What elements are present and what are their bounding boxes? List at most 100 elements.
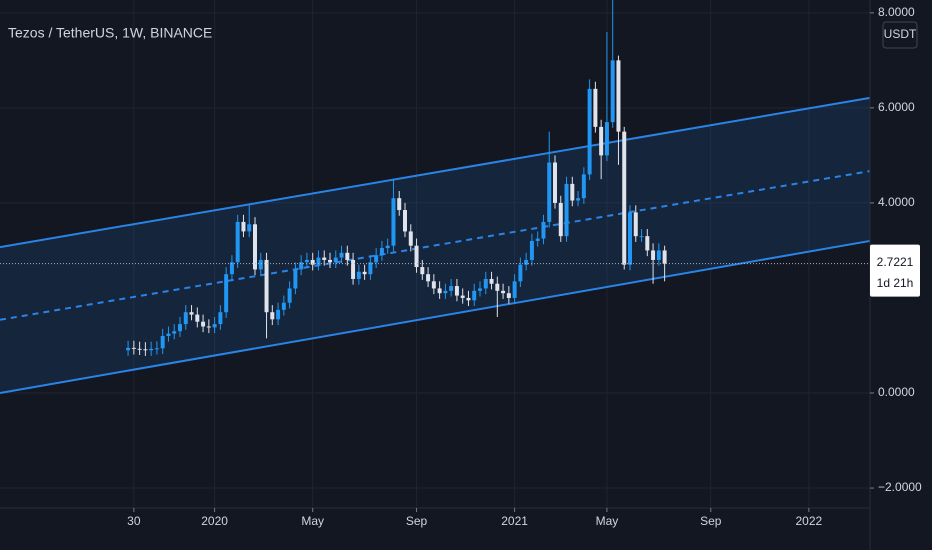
candle-body bbox=[460, 295, 465, 298]
candle-body bbox=[224, 274, 229, 313]
candle-body bbox=[328, 259, 332, 263]
candle-body bbox=[299, 262, 304, 270]
candle-body bbox=[639, 236, 644, 238]
candle-body bbox=[437, 288, 442, 294]
channel bbox=[0, 96, 871, 394]
candle-body bbox=[362, 271, 367, 275]
channel-line bbox=[0, 96, 871, 249]
candle-body bbox=[293, 269, 298, 289]
candle-body bbox=[143, 349, 148, 351]
candle-body bbox=[547, 162, 552, 222]
y-tick-label: −2.0000 bbox=[878, 480, 922, 494]
candle-body bbox=[160, 335, 165, 349]
candle-body bbox=[149, 348, 154, 351]
candle-body bbox=[408, 231, 413, 246]
candle-body bbox=[154, 348, 159, 350]
candle-body bbox=[276, 309, 281, 320]
candle-body bbox=[333, 257, 338, 263]
chart-title: Tezos / TetherUS, 1W, BINANCE bbox=[8, 25, 212, 41]
candle-body bbox=[183, 312, 188, 325]
candle-body bbox=[610, 60, 615, 123]
x-tick-label: 30 bbox=[127, 514, 141, 528]
candle-body bbox=[593, 88, 598, 127]
y-tick-label: 0.0000 bbox=[878, 385, 915, 399]
candle-body bbox=[489, 278, 494, 284]
candle-body bbox=[478, 288, 482, 291]
candle-body bbox=[420, 267, 425, 275]
candle-body bbox=[443, 290, 448, 294]
candle-body bbox=[587, 88, 592, 175]
candle-body bbox=[304, 259, 309, 263]
candle-body bbox=[426, 274, 431, 282]
candle-body bbox=[247, 224, 252, 232]
candle-body bbox=[570, 183, 575, 201]
currency-button[interactable] bbox=[882, 21, 918, 49]
candle-body bbox=[287, 288, 292, 303]
candle-body bbox=[339, 252, 344, 258]
y-tick-label: 4.0000 bbox=[878, 195, 915, 209]
candle-body bbox=[241, 221, 246, 232]
candle-body bbox=[345, 252, 350, 260]
candle-body bbox=[541, 221, 546, 239]
candle-body bbox=[512, 281, 517, 298]
x-tick-label: May bbox=[596, 514, 619, 528]
channel-median bbox=[0, 170, 871, 321]
grid bbox=[0, 0, 870, 508]
candle-body bbox=[322, 257, 327, 260]
candle-body bbox=[564, 183, 569, 237]
candle-body bbox=[374, 255, 379, 263]
candle-body bbox=[229, 262, 234, 275]
last-price-label: 2.7221 bbox=[877, 255, 914, 269]
candle-body bbox=[391, 198, 396, 246]
candle-body bbox=[218, 312, 223, 325]
candle-body bbox=[356, 271, 361, 279]
candle-body bbox=[656, 250, 661, 260]
candle-body bbox=[604, 122, 609, 156]
candle-body bbox=[212, 324, 217, 328]
candle-body bbox=[178, 324, 182, 332]
candle-body bbox=[524, 259, 529, 265]
candles bbox=[126, 0, 667, 356]
candle-body bbox=[506, 293, 511, 298]
x-tick-label: Sep bbox=[406, 514, 428, 528]
candle-body bbox=[351, 259, 356, 279]
candle-body bbox=[616, 60, 621, 132]
candle-body bbox=[195, 314, 200, 322]
x-tick-label: 2022 bbox=[795, 514, 822, 528]
x-tick-label: May bbox=[301, 514, 324, 528]
candle-body bbox=[529, 240, 534, 260]
candle-body bbox=[599, 126, 604, 156]
candle-body bbox=[622, 131, 627, 265]
candle-body bbox=[633, 212, 638, 237]
candle-body bbox=[385, 245, 390, 249]
candle-body bbox=[368, 262, 373, 275]
countdown-label: 1d 21h bbox=[877, 276, 914, 290]
currency-label[interactable]: USDT bbox=[884, 27, 917, 41]
candle-body bbox=[449, 286, 454, 291]
candle-body bbox=[454, 286, 459, 296]
candle-body bbox=[264, 259, 269, 313]
candle-body bbox=[397, 198, 402, 211]
channel-line bbox=[0, 239, 871, 394]
last-price-box bbox=[870, 244, 920, 297]
candle-body bbox=[126, 347, 131, 351]
candle-body bbox=[431, 281, 436, 289]
candle-body bbox=[518, 264, 523, 282]
candle-body bbox=[472, 290, 477, 301]
candle-body bbox=[414, 245, 419, 268]
candle-body bbox=[206, 326, 211, 328]
candle-body bbox=[553, 162, 557, 203]
candle-body bbox=[235, 221, 240, 263]
y-tick-label: 6.0000 bbox=[878, 100, 915, 114]
x-tick-label: 2020 bbox=[201, 514, 228, 528]
candle-body bbox=[379, 248, 384, 256]
candle-body bbox=[131, 347, 136, 349]
candle-body bbox=[281, 302, 286, 310]
candle-body bbox=[558, 202, 563, 237]
candle-body bbox=[501, 290, 506, 294]
candle-body bbox=[466, 297, 471, 301]
candle-body bbox=[651, 250, 656, 260]
y-tick-label: 8.0000 bbox=[878, 5, 915, 19]
candle-body bbox=[645, 236, 650, 251]
